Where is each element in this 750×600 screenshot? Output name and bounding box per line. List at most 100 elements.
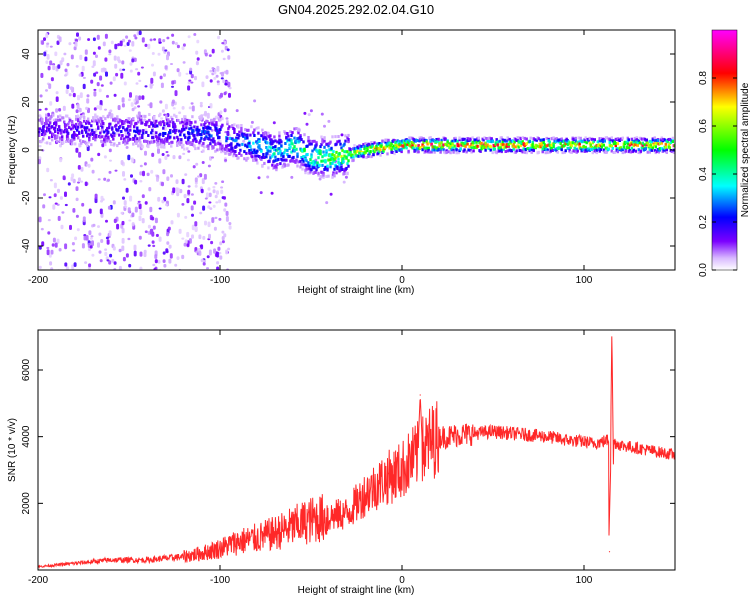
ridge-cell <box>357 146 360 150</box>
ridge-cell <box>357 154 360 158</box>
noise-cell <box>157 148 160 154</box>
ridge-cell <box>293 148 296 152</box>
noise-cell <box>38 114 42 118</box>
noise-cell <box>64 191 67 197</box>
ridge-cell <box>570 144 573 148</box>
ridge-cell <box>427 146 430 150</box>
ridge-cell <box>155 131 158 135</box>
ridge-cell <box>530 150 533 154</box>
noise-cell <box>216 80 220 84</box>
noise-cell <box>184 215 188 219</box>
ridge-cell <box>355 147 358 151</box>
ridge-cell <box>245 151 248 155</box>
ridge-cell <box>342 157 345 161</box>
noise-cell <box>223 40 227 46</box>
ridge-cell <box>280 144 283 148</box>
ridge-cell <box>188 127 191 131</box>
ridge-cell <box>209 126 212 130</box>
noise-cell <box>38 216 42 223</box>
ridge-cell <box>78 122 81 126</box>
noise-cell <box>144 43 148 47</box>
ridge-cell <box>56 134 59 138</box>
ridge-cell <box>85 129 88 132</box>
ridge-cell <box>262 153 265 156</box>
ridge-cell <box>168 142 171 145</box>
ridge-cell <box>605 136 608 140</box>
colorbar-tick-label: 0.4 <box>698 167 709 181</box>
ridge-cell <box>613 150 616 154</box>
ridge-cell <box>49 130 52 134</box>
ridge-cell <box>193 144 196 148</box>
ridge-cell <box>659 138 662 142</box>
ridge-cell <box>140 118 143 122</box>
noise-cell <box>78 36 82 41</box>
ridge-cell <box>354 150 357 154</box>
noise-cell <box>102 41 106 47</box>
ridge-cell <box>663 138 666 142</box>
ridge-cell <box>483 136 486 140</box>
noise-cell <box>122 38 125 43</box>
noise-cell <box>186 231 190 238</box>
noise-cell <box>183 242 187 247</box>
ridge-cell <box>287 138 290 142</box>
noise-cell <box>161 109 165 113</box>
ridge-cell <box>69 118 72 122</box>
noise-cell <box>176 256 180 260</box>
ridge-cell <box>310 142 313 146</box>
noise-cell <box>257 176 261 180</box>
ridge-cell <box>628 148 631 152</box>
noise-cell <box>138 235 142 240</box>
ridge-cell <box>77 119 80 123</box>
ridge-cell <box>298 128 301 132</box>
noise-cell <box>138 79 142 82</box>
ridge-cell <box>627 146 630 150</box>
noise-cell <box>218 217 222 221</box>
ridge-cell <box>347 138 350 141</box>
noise-cell <box>46 246 50 249</box>
ridge-cell <box>169 131 172 135</box>
ridge-cell <box>83 119 86 123</box>
noise-cell <box>72 92 76 98</box>
ridge-cell <box>275 168 278 172</box>
ridge-cell <box>332 172 335 176</box>
ridge-cell <box>438 144 441 148</box>
ridge-cell <box>462 144 465 148</box>
ridge-cell <box>146 120 149 124</box>
ridge-cell <box>668 137 671 141</box>
ridge-cell <box>272 140 275 144</box>
ridge-cell <box>463 137 466 141</box>
ridge-cell <box>126 128 129 132</box>
noise-cell <box>102 67 106 71</box>
noise-cell <box>225 69 229 75</box>
ridge-cell <box>372 153 375 157</box>
noise-cell <box>228 222 232 226</box>
ridge-cell <box>362 143 365 147</box>
noise-cell <box>118 248 122 253</box>
noise-cell <box>130 157 134 163</box>
ridge-cell <box>673 151 675 154</box>
noise-cell <box>109 109 113 113</box>
ridge-cell <box>117 121 120 125</box>
noise-cell <box>195 50 199 55</box>
ridge-cell <box>430 150 433 154</box>
ridge-cell <box>271 154 274 158</box>
noise-cell <box>48 83 52 89</box>
noise-cell <box>166 154 170 157</box>
noise-cell <box>62 105 66 111</box>
ridge-cell <box>320 135 323 139</box>
ridge-cell <box>560 137 563 141</box>
noise-cell <box>135 95 138 101</box>
ridge-cell <box>315 141 318 145</box>
ridge-cell <box>284 163 287 167</box>
noise-cell <box>215 74 219 78</box>
ridge-cell <box>183 127 186 131</box>
ridge-cell <box>193 125 196 129</box>
ridge-cell <box>99 135 102 139</box>
ridge-cell <box>551 149 554 152</box>
noise-cell <box>76 103 80 109</box>
ridge-cell <box>336 166 339 170</box>
ridge-cell <box>127 124 130 128</box>
ridge-cell <box>280 140 283 144</box>
ridge-cell <box>284 142 287 145</box>
ridge-cell <box>286 152 289 156</box>
